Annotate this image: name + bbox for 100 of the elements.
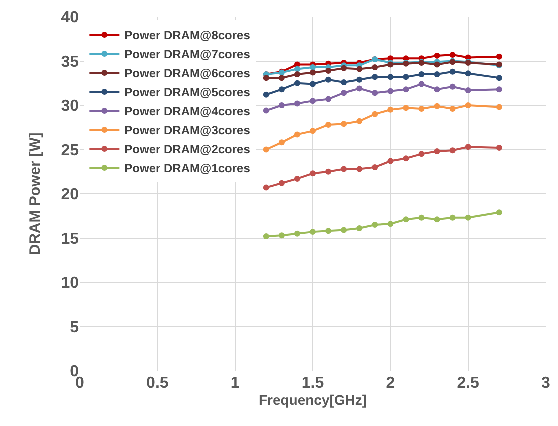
point: [326, 76, 332, 83]
point: [326, 68, 332, 74]
point: [418, 81, 425, 88]
point: [465, 144, 472, 150]
x-tick-label: 3: [542, 375, 551, 392]
point: [434, 86, 440, 93]
point: [278, 75, 285, 82]
point: [356, 76, 363, 83]
point: [372, 64, 378, 70]
point: [263, 75, 270, 82]
legend-label: Power DRAM@8cores: [124, 28, 251, 43]
point: [465, 70, 472, 77]
point: [434, 52, 440, 59]
point: [450, 148, 456, 154]
point: [310, 81, 316, 88]
point: [496, 86, 502, 93]
point: [263, 92, 270, 98]
point: [372, 74, 378, 80]
point: [388, 88, 394, 94]
point: [326, 96, 332, 102]
point: [263, 184, 270, 191]
x-tick-label: 0.5: [146, 375, 169, 392]
point: [418, 214, 425, 221]
point: [372, 164, 378, 170]
point: [310, 229, 316, 236]
point: [434, 62, 440, 68]
point: [294, 80, 300, 86]
point: [356, 226, 363, 232]
point: [341, 79, 348, 86]
point: [418, 72, 425, 78]
point: [310, 64, 316, 70]
point: [310, 98, 316, 104]
point: [294, 66, 300, 72]
legend-label: Power DRAM@4cores: [124, 104, 251, 119]
point: [356, 66, 363, 72]
legend-label: Power DRAM@5cores: [124, 86, 251, 100]
point: [496, 144, 502, 151]
y-tick-label: 20: [61, 186, 80, 204]
point: [496, 104, 502, 110]
point: [263, 233, 270, 240]
point: [294, 230, 300, 237]
legend-label: Power DRAM@2cores: [124, 142, 251, 157]
point: [388, 106, 394, 113]
legend-label: Power DRAM@1cores: [124, 162, 251, 176]
point: [310, 170, 316, 177]
point: [341, 227, 348, 234]
point: [465, 87, 472, 94]
point: [418, 106, 425, 112]
legend-label: Power DRAM@7cores: [124, 48, 251, 62]
point: [341, 65, 348, 72]
point: [450, 106, 456, 112]
x-tick-label: 1: [230, 375, 240, 392]
point: [434, 216, 440, 223]
point: [388, 74, 394, 80]
point: [496, 54, 502, 60]
point: [403, 86, 410, 93]
point: [278, 232, 285, 239]
point: [294, 100, 300, 107]
y-tick-label: 30: [61, 98, 80, 116]
legend-label: Power DRAM@3cores: [124, 124, 251, 138]
point: [372, 90, 378, 96]
point: [356, 118, 363, 124]
point: [403, 74, 410, 80]
point: [434, 72, 440, 78]
point: [372, 222, 378, 228]
point: [294, 132, 300, 138]
point: [310, 128, 316, 134]
point: [341, 90, 348, 96]
y-tick-label: 15: [61, 230, 80, 248]
point: [465, 102, 472, 108]
y-tick-label: 35: [61, 54, 80, 71]
point: [450, 52, 456, 58]
y-tick-label: 40: [61, 10, 80, 27]
point: [294, 176, 300, 182]
point: [403, 216, 410, 223]
point: [418, 151, 425, 158]
point: [388, 158, 394, 164]
point: [341, 166, 348, 172]
x-tick-label: 2.5: [457, 375, 480, 392]
point: [496, 210, 502, 216]
point: [434, 103, 440, 110]
point: [403, 156, 410, 162]
y-tick-label: 10: [61, 275, 80, 292]
point: [326, 168, 332, 175]
point: [496, 75, 502, 82]
x-axis-title: Frequency[GHz]: [258, 392, 368, 408]
y-tick-label: 5: [70, 319, 80, 336]
point: [263, 108, 270, 114]
x-tick-label: 1.5: [302, 375, 324, 392]
point: [294, 72, 300, 78]
point: [341, 121, 348, 128]
point: [450, 84, 456, 90]
point: [450, 68, 456, 75]
point: [388, 221, 394, 228]
point: [278, 102, 285, 108]
point: [278, 140, 285, 146]
y-tick-label: 25: [61, 142, 80, 160]
point: [263, 146, 270, 153]
point: [356, 166, 363, 172]
point: [465, 214, 472, 221]
